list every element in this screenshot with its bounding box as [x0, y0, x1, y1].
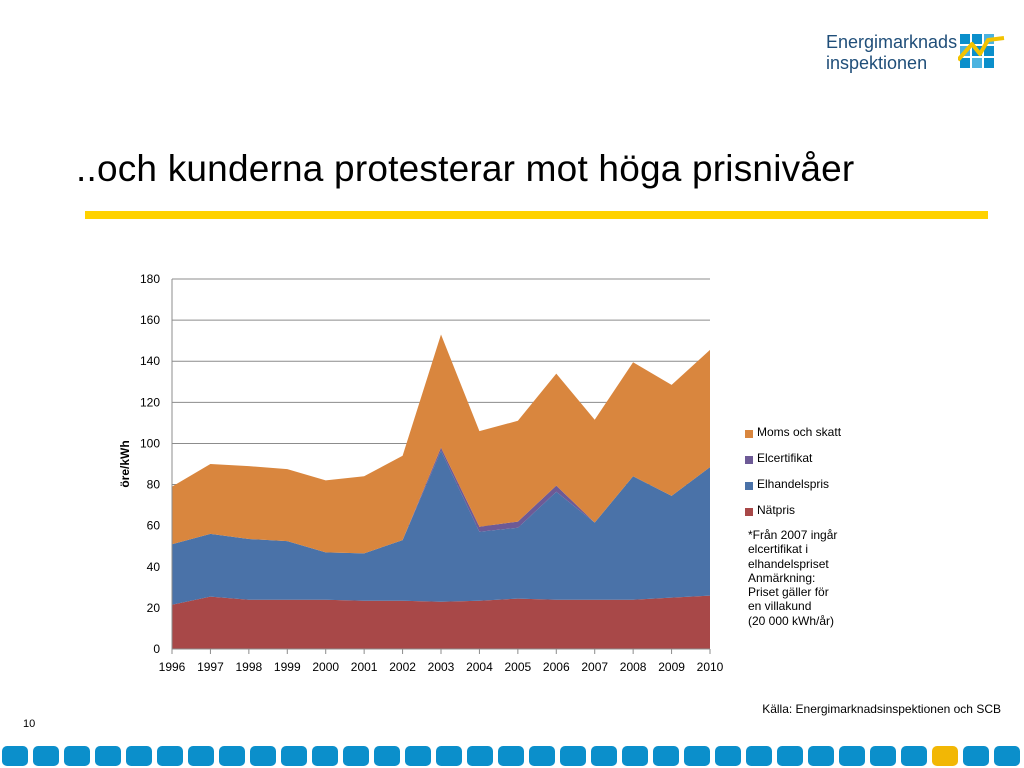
- x-tick-label: 2006: [543, 660, 570, 674]
- footer-tile: [188, 746, 214, 766]
- note-line: Priset gäller för: [748, 585, 829, 600]
- footer-tile: [436, 746, 462, 766]
- x-tick-label: 2010: [697, 660, 724, 674]
- footer-tile: [591, 746, 617, 766]
- y-axis-label: öre/kWh: [118, 440, 132, 487]
- x-tick-label: 2001: [351, 660, 378, 674]
- footer-tile: [560, 746, 586, 766]
- footer-tile: [281, 746, 307, 766]
- legend-label: Moms och skatt: [757, 425, 842, 439]
- x-tick-label: 2007: [581, 660, 608, 674]
- title-underline: [85, 211, 988, 219]
- legend-swatch: [745, 456, 753, 464]
- x-tick-label: 1996: [159, 660, 186, 674]
- note-line: (20 000 kWh/år): [748, 613, 835, 628]
- note-line: en villakund: [748, 599, 812, 614]
- legend-swatch: [745, 430, 753, 438]
- page-number: 10: [23, 718, 36, 730]
- note-line: elhandelspriset: [748, 556, 829, 571]
- footer-tile: [870, 746, 896, 766]
- footer-tile: [684, 746, 710, 766]
- footer-tile: [2, 746, 28, 766]
- y-tick-label: 160: [140, 313, 160, 327]
- footer-tile: [219, 746, 245, 766]
- footer-tile: [374, 746, 400, 766]
- footer-tile: [64, 746, 90, 766]
- series-area-Nätpris: [172, 595, 710, 649]
- footer-tile: [250, 746, 276, 766]
- logo-line-2: inspektionen: [826, 53, 928, 73]
- logo-text: Energimarknads inspektionen: [826, 32, 957, 74]
- footer-tile: [622, 746, 648, 766]
- source-text: Källa: Energimarknadsinspektionen och SC…: [762, 702, 1001, 716]
- slide-title: ..och kunderna protesterar mot höga pris…: [76, 148, 855, 189]
- y-tick-label: 40: [147, 560, 161, 574]
- footer-tile: [467, 746, 493, 766]
- footer-tile: [126, 746, 152, 766]
- x-tick-label: 1998: [236, 660, 263, 674]
- logo-grid-icon: [958, 34, 1005, 68]
- y-tick-label: 140: [140, 354, 160, 368]
- x-tick-label: 2002: [389, 660, 416, 674]
- x-tick-label: 2008: [620, 660, 647, 674]
- y-tick-label: 120: [140, 395, 160, 409]
- chart-note: *Från 2007 ingår elcertifikat i elhandel…: [748, 528, 868, 628]
- x-tick-label: 1997: [197, 660, 224, 674]
- series-area-Elhandelspris: [172, 450, 710, 605]
- footer-tile: [653, 746, 679, 766]
- footer-tile: [994, 746, 1020, 766]
- footer-tile: [901, 746, 927, 766]
- note-line: elcertifikat i: [748, 542, 809, 557]
- brand-logo: Energimarknads inspektionen: [826, 28, 1016, 78]
- footer-tile: [839, 746, 865, 766]
- footer-tile: [715, 746, 741, 766]
- legend-swatch: [745, 482, 753, 490]
- footer-tile: [963, 746, 989, 766]
- legend-label: Elhandelspris: [757, 477, 830, 491]
- x-tick-label: 2004: [466, 660, 493, 674]
- y-tick-label: 20: [147, 601, 161, 615]
- footer-tile: [405, 746, 431, 766]
- footer-decoration: [2, 746, 1020, 766]
- legend-label: Nätpris: [757, 503, 796, 517]
- x-tick-label: 2005: [505, 660, 532, 674]
- footer-tile: [746, 746, 772, 766]
- x-tick-label: 1999: [274, 660, 301, 674]
- y-tick-label: 0: [153, 642, 160, 656]
- footer-tile: [33, 746, 59, 766]
- footer-tile: [808, 746, 834, 766]
- stacked-area-chart: 0 20 40 60 80 100 120 140 160 180 1996 1997 1998 1999…: [118, 272, 724, 674]
- x-tick-label: 2003: [428, 660, 455, 674]
- series-area-Moms och skatt: [172, 334, 710, 554]
- note-line: Anmärkning:: [748, 570, 816, 585]
- footer-tile: [498, 746, 524, 766]
- x-tick-label: 2000: [312, 660, 339, 674]
- footer-tile: [529, 746, 555, 766]
- footer-tile: [777, 746, 803, 766]
- footer-tile: [932, 746, 958, 766]
- y-tick-label: 80: [147, 478, 161, 492]
- footer-tile: [157, 746, 183, 766]
- footer-tile: [312, 746, 338, 766]
- x-tick-label: 2009: [658, 660, 685, 674]
- footer-tile: [343, 746, 369, 766]
- y-tick-label: 180: [140, 272, 160, 286]
- y-tick-label: 100: [140, 436, 160, 450]
- legend-label: Elcertifikat: [757, 451, 813, 465]
- footer-tile: [95, 746, 121, 766]
- y-tick-label: 60: [147, 519, 161, 533]
- logo-line-1: Energimarknads: [826, 32, 958, 52]
- note-line: *Från 2007 ingår: [748, 528, 838, 542]
- legend-swatch: [745, 508, 753, 516]
